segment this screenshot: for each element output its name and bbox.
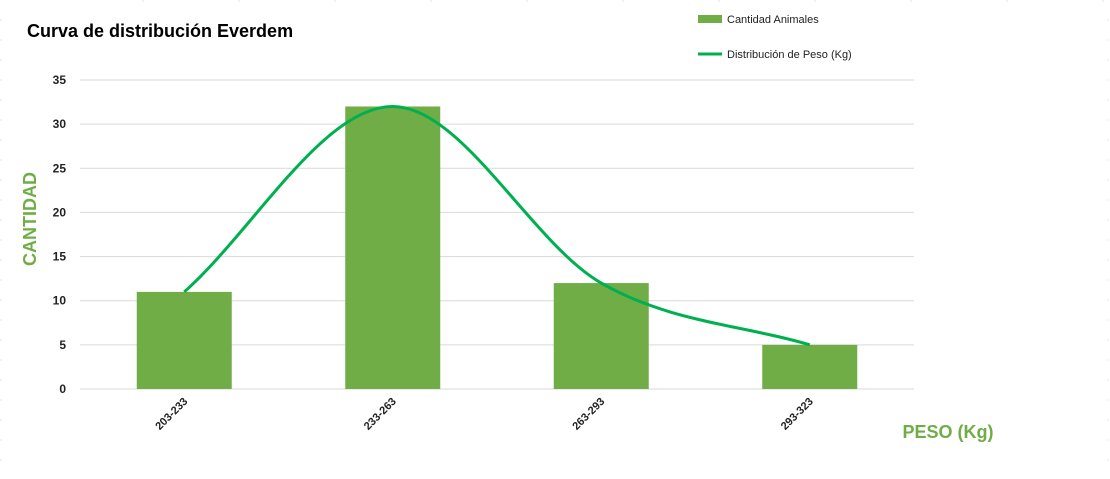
bar-233-263 bbox=[345, 106, 441, 389]
bars bbox=[136, 106, 858, 389]
legend-swatch-bars bbox=[698, 15, 722, 23]
y-tick-label: 20 bbox=[53, 205, 67, 219]
y-axis-ticks: 0 5 10 15 20 25 30 35 bbox=[53, 73, 67, 396]
x-axis-label: PESO (Kg) bbox=[902, 422, 993, 442]
y-tick-label: 10 bbox=[53, 294, 67, 308]
distribution-curve bbox=[183, 104, 811, 347]
legend-label-bars: Cantidad Animales bbox=[727, 14, 819, 26]
x-axis-ticks: 203-233 233-263 263-293 293-323 bbox=[153, 396, 816, 433]
x-tick-label: 233-263 bbox=[362, 396, 399, 433]
x-tick-label: 293-323 bbox=[779, 396, 816, 433]
bar-263-293 bbox=[553, 283, 649, 389]
y-tick-label: 35 bbox=[53, 73, 67, 87]
chart-title: Curva de distribución Everdem bbox=[27, 21, 293, 41]
y-tick-label: 15 bbox=[53, 250, 67, 264]
spreadsheet-background bbox=[0, 0, 1110, 461]
bar-293-323 bbox=[762, 344, 858, 389]
y-tick-label: 30 bbox=[53, 117, 67, 131]
bar-203-233 bbox=[136, 291, 232, 389]
legend: Cantidad Animales Distribución de Peso (… bbox=[698, 14, 852, 61]
legend-label-line: Distribución de Peso (Kg) bbox=[727, 49, 852, 61]
y-tick-label: 25 bbox=[53, 161, 67, 175]
x-tick-label: 263-293 bbox=[570, 396, 607, 433]
y-tick-label: 5 bbox=[59, 338, 66, 352]
y-axis-label: CANTIDAD bbox=[20, 172, 40, 266]
distribution-line bbox=[183, 104, 811, 347]
y-tick-label: 0 bbox=[59, 382, 66, 396]
x-tick-label: 203-233 bbox=[153, 396, 190, 433]
